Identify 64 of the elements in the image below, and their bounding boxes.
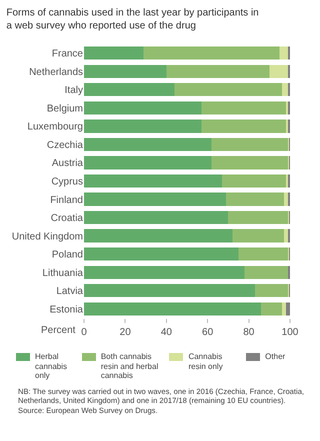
bar xyxy=(228,210,288,224)
bar xyxy=(84,120,202,133)
bar xyxy=(254,284,288,298)
y-tick-label: Estonia xyxy=(50,304,84,316)
x-tick-label: 80 xyxy=(243,327,255,338)
y-tick-label: Czechia xyxy=(46,140,84,151)
bar xyxy=(282,302,286,316)
y-tick-label: Belgium xyxy=(46,103,83,114)
bar xyxy=(84,192,226,206)
bar xyxy=(174,83,282,96)
x-tick-label: 60 xyxy=(202,327,214,338)
bar xyxy=(84,156,212,170)
bar xyxy=(261,302,282,316)
bar xyxy=(84,101,202,115)
bar xyxy=(282,83,288,96)
bar xyxy=(212,138,288,152)
bar xyxy=(222,174,286,188)
bar xyxy=(284,192,288,206)
y-tick-label: Italy xyxy=(64,85,83,96)
bar xyxy=(201,120,286,133)
bar xyxy=(84,46,144,60)
bar xyxy=(286,302,290,316)
bar xyxy=(238,247,288,261)
bar xyxy=(84,229,232,242)
bar xyxy=(84,284,255,298)
chart-title: Forms of cannabis used in the last year by participants in a web survey who reported use of the drug xyxy=(6,8,259,32)
y-tick-label: Lithuania xyxy=(42,268,84,279)
bar xyxy=(232,229,284,242)
bar xyxy=(84,83,175,96)
y-tick-label: United Kingdom xyxy=(12,231,83,242)
bar xyxy=(84,138,212,152)
bar xyxy=(280,46,288,60)
bar xyxy=(84,174,222,188)
bar xyxy=(212,156,288,170)
y-tick-label: Luxembourg xyxy=(27,122,83,133)
y-tick-label: Poland xyxy=(52,250,83,261)
bar xyxy=(84,247,238,261)
x-tick-label: 40 xyxy=(160,327,172,338)
x-tick-label: 100 xyxy=(282,327,299,338)
bar xyxy=(269,64,288,78)
legend-label: Both cannabis resin and herbal cannabis xyxy=(100,352,160,380)
y-tick-label: Netherlands xyxy=(29,66,83,78)
legend-label: Herbal cannabis only xyxy=(35,352,68,380)
bar xyxy=(244,266,288,279)
bar xyxy=(84,266,245,279)
legend-label: Other xyxy=(265,352,286,362)
y-tick-label: Croatia xyxy=(50,213,84,224)
bar xyxy=(84,64,166,78)
y-tick-label: Austria xyxy=(52,158,84,170)
bar xyxy=(144,46,280,60)
x-tick-label: 20 xyxy=(120,327,132,338)
y-tick-label: France xyxy=(52,48,84,60)
y-tick-label: Cyprus xyxy=(51,176,83,188)
bar xyxy=(84,210,228,224)
legend-label: Cannabis resin only xyxy=(188,352,224,371)
bar xyxy=(201,101,286,115)
bar xyxy=(166,64,270,78)
y-tick-label: Finland xyxy=(50,194,83,206)
x-axis-title: Percent xyxy=(41,325,76,336)
x-tick-label: 0 xyxy=(81,327,88,338)
y-tick-label: Latvia xyxy=(56,286,84,298)
bar xyxy=(226,192,284,206)
bar xyxy=(84,302,262,316)
bar xyxy=(284,229,288,242)
